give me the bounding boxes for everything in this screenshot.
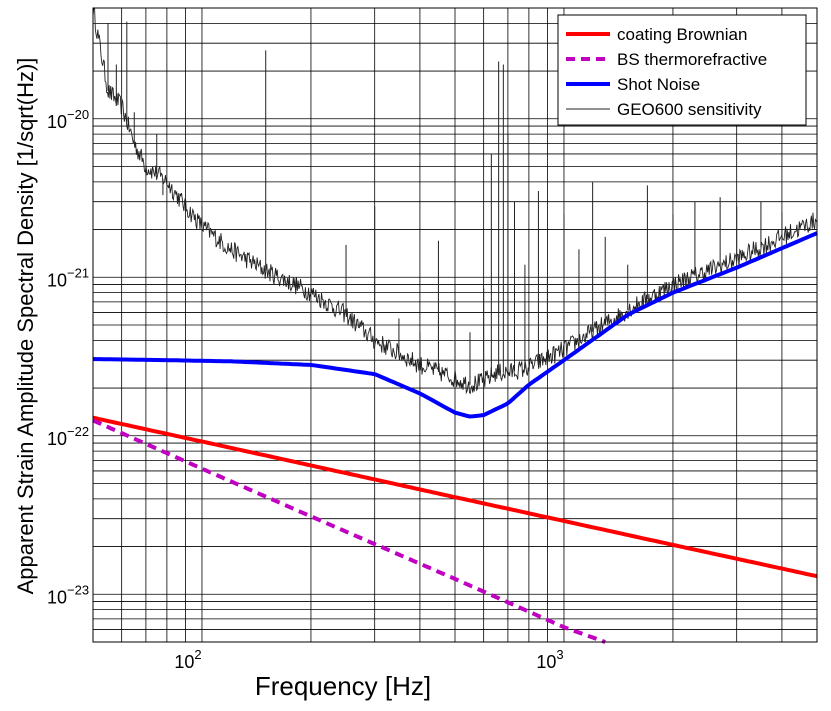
y-axis-label: Apparent Strain Amplitude Spectral Densi…	[13, 58, 38, 595]
series-line-coating-brownian	[92, 415, 818, 579]
grid-lines	[92, 7, 818, 643]
legend-label-coating-brownian: coating Brownian	[617, 25, 747, 44]
legend-label-bs-thermorefractive: BS thermorefractive	[617, 50, 767, 69]
x-axis-label: Frequency [Hz]	[255, 671, 431, 701]
series-layer	[92, 7, 818, 644]
x-tick-label: 103	[536, 647, 563, 672]
y-tick-label: 10−21	[47, 265, 89, 290]
y-tick-label: 10−20	[47, 107, 89, 132]
series-line-shot-noise	[92, 231, 818, 419]
y-tick-label: 10−23	[47, 582, 89, 607]
series-line-bs-thermorefractive	[92, 418, 606, 644]
x-tick-label: 102	[174, 647, 201, 672]
plot-frame	[92, 7, 818, 643]
tick-labels: 102 103 10−23 10−22 10−21 10−20	[47, 107, 564, 672]
legend: coating Brownian BS thermorefractive Shot …	[557, 14, 807, 126]
y-tick-label: 10−22	[47, 424, 89, 449]
legend-label-shot-noise: Shot Noise	[617, 75, 700, 94]
legend-label-geo600-sensitivity: GEO600 sensitivity	[617, 100, 762, 119]
